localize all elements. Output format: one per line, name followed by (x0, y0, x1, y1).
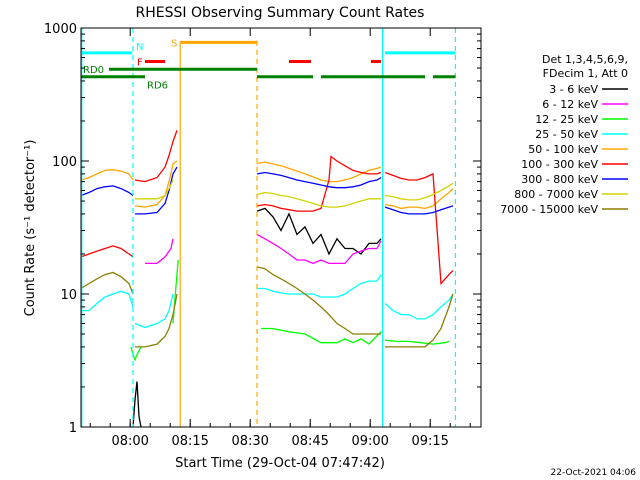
series-line (384, 293, 454, 320)
legend-label: 12 - 25 keV (535, 113, 598, 126)
series-line (135, 166, 178, 215)
series-line (81, 290, 134, 312)
legend-header: Det 1,3,4,5,6,9, (542, 53, 628, 66)
x-tick-label: 08:00 (111, 434, 148, 449)
series-line (145, 238, 174, 265)
y-tick-label: 100 (52, 155, 77, 170)
x-axis-label: Start Time (29-Oct-04 07:47:42) (175, 456, 385, 471)
timestamp: 22-Oct-2021 04:06 (551, 468, 637, 478)
legend-label: 50 - 100 keV (528, 143, 598, 156)
series-line (80, 169, 134, 181)
legend-label: 300 - 800 keV (521, 173, 598, 186)
series-line (80, 271, 134, 295)
series-line (135, 293, 178, 348)
flag-label: RD0 (83, 65, 104, 76)
flag-label: RD6 (147, 81, 168, 92)
series-line (80, 185, 134, 197)
legend: Det 1,3,4,5,6,9,FDecim 1, Att 0 3 - 6 keV… (500, 53, 628, 216)
legend-label: 25 - 50 keV (535, 128, 598, 141)
series-line (256, 233, 382, 265)
x-tick-label: 09:00 (351, 434, 388, 449)
series-line (384, 171, 454, 286)
x-tick-label: 08:30 (231, 434, 268, 449)
series-line (261, 327, 382, 345)
series-line (384, 188, 454, 210)
series-line (80, 245, 134, 258)
legend-label: 6 - 12 keV (542, 98, 598, 111)
chart-title: RHESSI Observing Summary Count Rates (136, 5, 425, 21)
legend-label: 100 - 300 keV (521, 158, 598, 171)
series-line (134, 130, 178, 183)
series-line (256, 266, 381, 335)
legend-label: 3 - 6 keV (549, 83, 598, 96)
x-tick-label: 08:15 (171, 434, 208, 449)
series-line (256, 155, 382, 212)
series-line (134, 293, 174, 329)
flag-label: F (137, 57, 143, 68)
series-line (256, 161, 382, 183)
series-line (132, 381, 142, 428)
y-axis-label: Count Rate (s⁻¹ detector⁻¹) (23, 140, 38, 317)
series-line (384, 339, 450, 345)
axes-frame (80, 27, 482, 428)
x-tick-label: 09:15 (411, 434, 448, 449)
y-tick-label: 1000 (44, 22, 77, 37)
flag-label: N (136, 42, 143, 53)
legend-label: 800 - 7000 keV (514, 188, 598, 201)
series-line (384, 205, 454, 215)
plot-area: N S F RD0 RD6 (80, 28, 456, 428)
legend-header: FDecim 1, Att 0 (543, 67, 628, 80)
series-line (256, 207, 382, 256)
legend-label: 7000 - 15000 keV (500, 203, 598, 216)
series-line (256, 171, 382, 189)
series-line (135, 179, 174, 200)
series-line (256, 191, 381, 208)
series-line (130, 346, 142, 362)
series-line (385, 293, 454, 348)
y-tick-label: 10 (60, 288, 77, 303)
y-tick-label: 1 (69, 421, 77, 436)
series-line (257, 274, 382, 298)
flag-label: S (171, 38, 177, 49)
x-tick-label: 08:45 (291, 434, 328, 449)
series-line (384, 182, 454, 201)
